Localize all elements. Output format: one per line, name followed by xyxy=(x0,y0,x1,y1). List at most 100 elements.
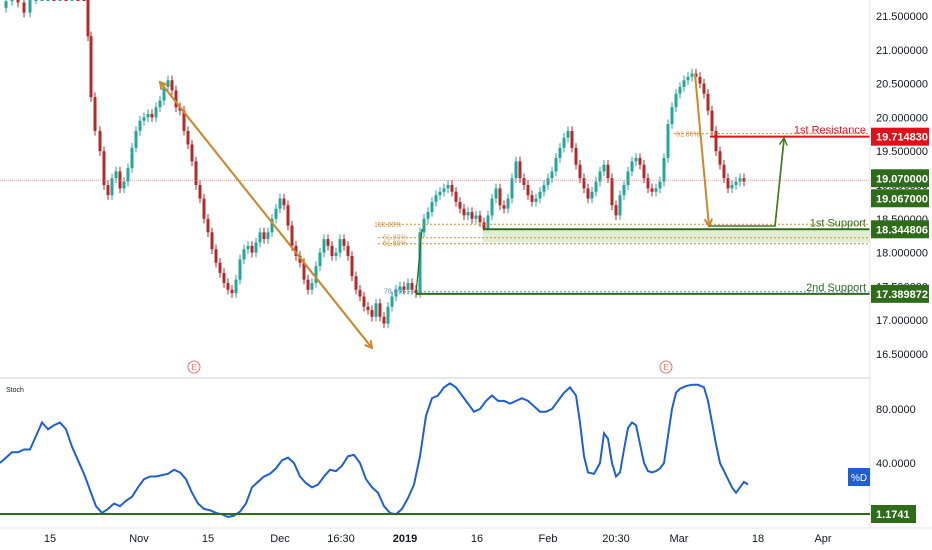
candle-body xyxy=(690,73,694,77)
fib-61-label-a: 61.80% xyxy=(383,234,407,241)
candle-body xyxy=(230,289,234,294)
earnings-marker[interactable]: E xyxy=(659,360,673,374)
candle-body xyxy=(390,296,394,307)
time-tick-label: Dec xyxy=(270,533,290,545)
candle-body xyxy=(398,286,402,290)
candle-body xyxy=(634,157,638,162)
support-zone xyxy=(483,230,870,243)
candle-body xyxy=(338,239,342,253)
resistance-price-tag-text: 19.714830 xyxy=(876,132,928,144)
earnings-marker-circle xyxy=(659,360,673,374)
candle-body xyxy=(106,185,110,196)
candle-body xyxy=(102,151,106,185)
candle-body xyxy=(686,76,690,81)
price-tick-label: 19.500000 xyxy=(876,146,928,158)
candle-body xyxy=(4,1,8,8)
candle-body xyxy=(682,80,686,87)
time-axis[interactable]: 15 Nov 15 Dec 16:30 2019 16 Feb 20:30 Mar 18 Apr xyxy=(0,527,932,545)
candle-body xyxy=(146,114,150,118)
candle-body xyxy=(622,185,626,196)
stoch-d-line xyxy=(0,382,749,519)
candle-body xyxy=(678,86,682,94)
candle-body xyxy=(650,188,654,192)
candle-body xyxy=(506,198,510,209)
price-tick-label: 20.500000 xyxy=(876,79,928,91)
price-tick-label: 20.000000 xyxy=(876,112,928,124)
candle-body xyxy=(646,178,650,189)
earnings-marker[interactable]: E xyxy=(187,360,201,374)
support-connector xyxy=(415,228,423,294)
candle-body xyxy=(282,198,286,206)
support2-price-tag: 17.389872 xyxy=(871,284,929,303)
stoch-d-tag: %D xyxy=(848,468,870,486)
candle-body xyxy=(290,225,294,246)
candle-body xyxy=(638,157,642,165)
candle-body xyxy=(674,93,678,108)
fib-78-label: 78.6% xyxy=(384,288,404,295)
candle-body xyxy=(618,195,622,216)
candle-body xyxy=(93,97,97,131)
resistance-label: 1st Resistance xyxy=(794,125,866,137)
candle-body xyxy=(594,181,598,192)
candle-body xyxy=(670,107,674,125)
last-price-tag-2: 19.067000 xyxy=(871,189,929,208)
stoch-line-tag: 1.1741 xyxy=(871,505,916,523)
time-tick-label: Nov xyxy=(129,533,149,545)
candle-body xyxy=(162,86,166,101)
candle-body xyxy=(486,215,490,229)
candle-body xyxy=(126,168,130,182)
earnings-marker-circle xyxy=(187,360,201,374)
candle-body xyxy=(358,289,362,297)
candle-body xyxy=(170,80,174,91)
arrow-shaft xyxy=(159,81,373,349)
candle-body xyxy=(122,181,126,189)
candle-body xyxy=(226,283,230,290)
candle-body xyxy=(734,181,738,185)
candle-body xyxy=(86,0,90,37)
stochastic-axis[interactable]: 80.0000 40.0000 %D 1.1741 xyxy=(848,404,916,523)
candle-body xyxy=(242,249,246,260)
last-price-tag-2-bg xyxy=(871,189,929,208)
candle-body xyxy=(542,185,546,192)
stochastic-panel[interactable]: Stoch xyxy=(0,382,870,519)
candle-body xyxy=(526,185,530,196)
candle-body xyxy=(270,218,274,233)
support1-label: 1st Support xyxy=(810,217,866,229)
candle-body xyxy=(274,208,278,219)
candle-body xyxy=(374,303,378,317)
candle-body xyxy=(710,110,714,131)
candle-body xyxy=(698,76,702,84)
last-price-tag: 19.070000 xyxy=(871,169,929,188)
earnings-marker-label: E xyxy=(191,363,196,372)
price-axis[interactable]: 21.500000 21.000000 20.500000 20.000000 19.5… xyxy=(869,0,929,528)
candle-body xyxy=(178,107,182,111)
candle-body xyxy=(110,178,114,196)
candle-body xyxy=(194,161,198,185)
time-tick-label: Feb xyxy=(539,533,558,545)
candle-body xyxy=(426,212,430,219)
arrow-shaft xyxy=(774,137,785,227)
candle-body xyxy=(174,90,178,108)
candle-body xyxy=(158,100,162,108)
candle-body xyxy=(534,198,538,202)
time-tick-label: 15 xyxy=(202,533,214,545)
candle-body xyxy=(498,188,502,206)
candle-body xyxy=(410,283,414,290)
candle-body xyxy=(150,114,154,118)
candle-body xyxy=(394,289,398,297)
candle-body xyxy=(514,161,518,179)
candle-body xyxy=(454,191,458,202)
arrow-head xyxy=(778,136,788,146)
time-tick-label: Mar xyxy=(670,533,689,545)
candle-body xyxy=(482,222,486,229)
candle-body xyxy=(578,164,582,179)
support2-label: 2nd Support xyxy=(806,282,866,294)
candle-body xyxy=(330,245,334,256)
price-tick-label: 16.500000 xyxy=(876,349,928,361)
last-price-tag-2-text: 19.067000 xyxy=(876,193,928,205)
support1-price-tag-text: 18.344806 xyxy=(876,224,928,236)
annotations-layer: 61.80%100.00%61.80%61.80%78.6%1st Resist… xyxy=(0,69,870,350)
arrow-shaft xyxy=(691,69,710,227)
